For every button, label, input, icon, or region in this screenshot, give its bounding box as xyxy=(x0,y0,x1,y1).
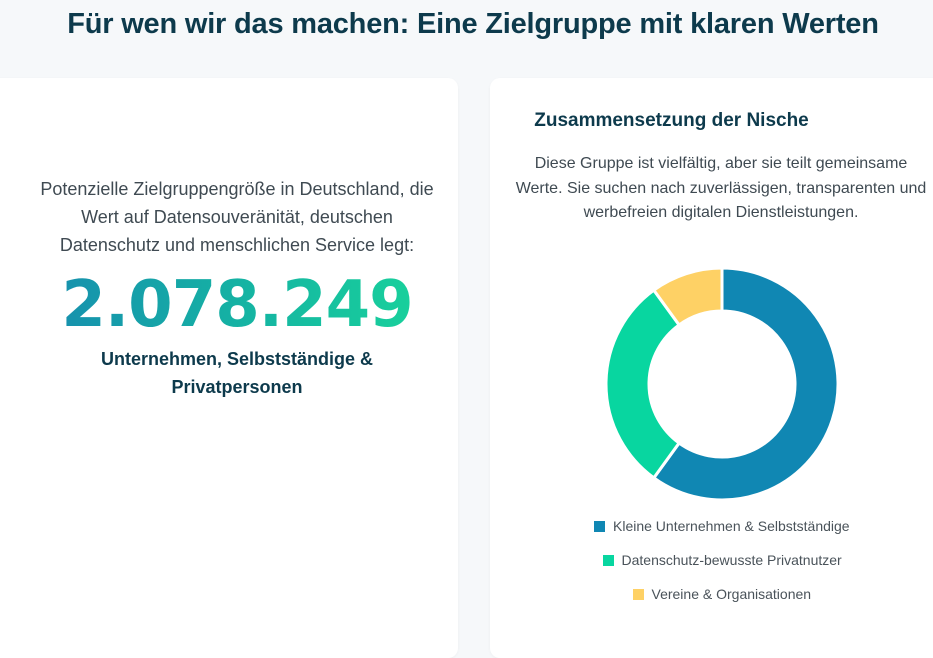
donut-slice-1[interactable] xyxy=(651,266,840,502)
legend-item[interactable]: Vereine & Organisationen xyxy=(632,586,812,602)
chart-description: Diese Gruppe ist vielfältig, aber sie te… xyxy=(515,155,927,221)
stat-intro: Potenzielle Zielgruppengröße in Deutschl… xyxy=(40,179,434,255)
donut-slice-2[interactable] xyxy=(604,288,682,480)
legend-item[interactable]: Datenschutz-bewusste Privatnutzer xyxy=(602,552,842,568)
donut-chart xyxy=(604,266,840,502)
legend-label: Datenschutz-bewusste Privatnutzer xyxy=(621,552,842,568)
stat-label: Unternehmen, Selbstständige & Privatpers… xyxy=(100,349,374,397)
chart-title: Zusammensetzung der Nische xyxy=(534,110,809,131)
legend-label: Vereine & Organisationen xyxy=(651,586,812,602)
stat-number: 2.078.249 xyxy=(12,269,462,341)
page-title: Für wen wir das machen: Eine Zielgruppe … xyxy=(67,8,879,40)
legend-swatch xyxy=(602,555,614,566)
stat-card xyxy=(0,78,458,658)
legend-swatch xyxy=(632,589,644,600)
donut-slice-3[interactable] xyxy=(651,266,724,328)
legend-item[interactable]: Kleine Unternehmen & Selbstständige xyxy=(594,518,850,534)
chart-card xyxy=(490,78,933,658)
legend-label: Kleine Unternehmen & Selbstständige xyxy=(613,518,850,534)
legend-swatch xyxy=(594,521,605,532)
stat-block: Potenzielle Zielgruppengröße in Deutschl… xyxy=(12,175,462,401)
